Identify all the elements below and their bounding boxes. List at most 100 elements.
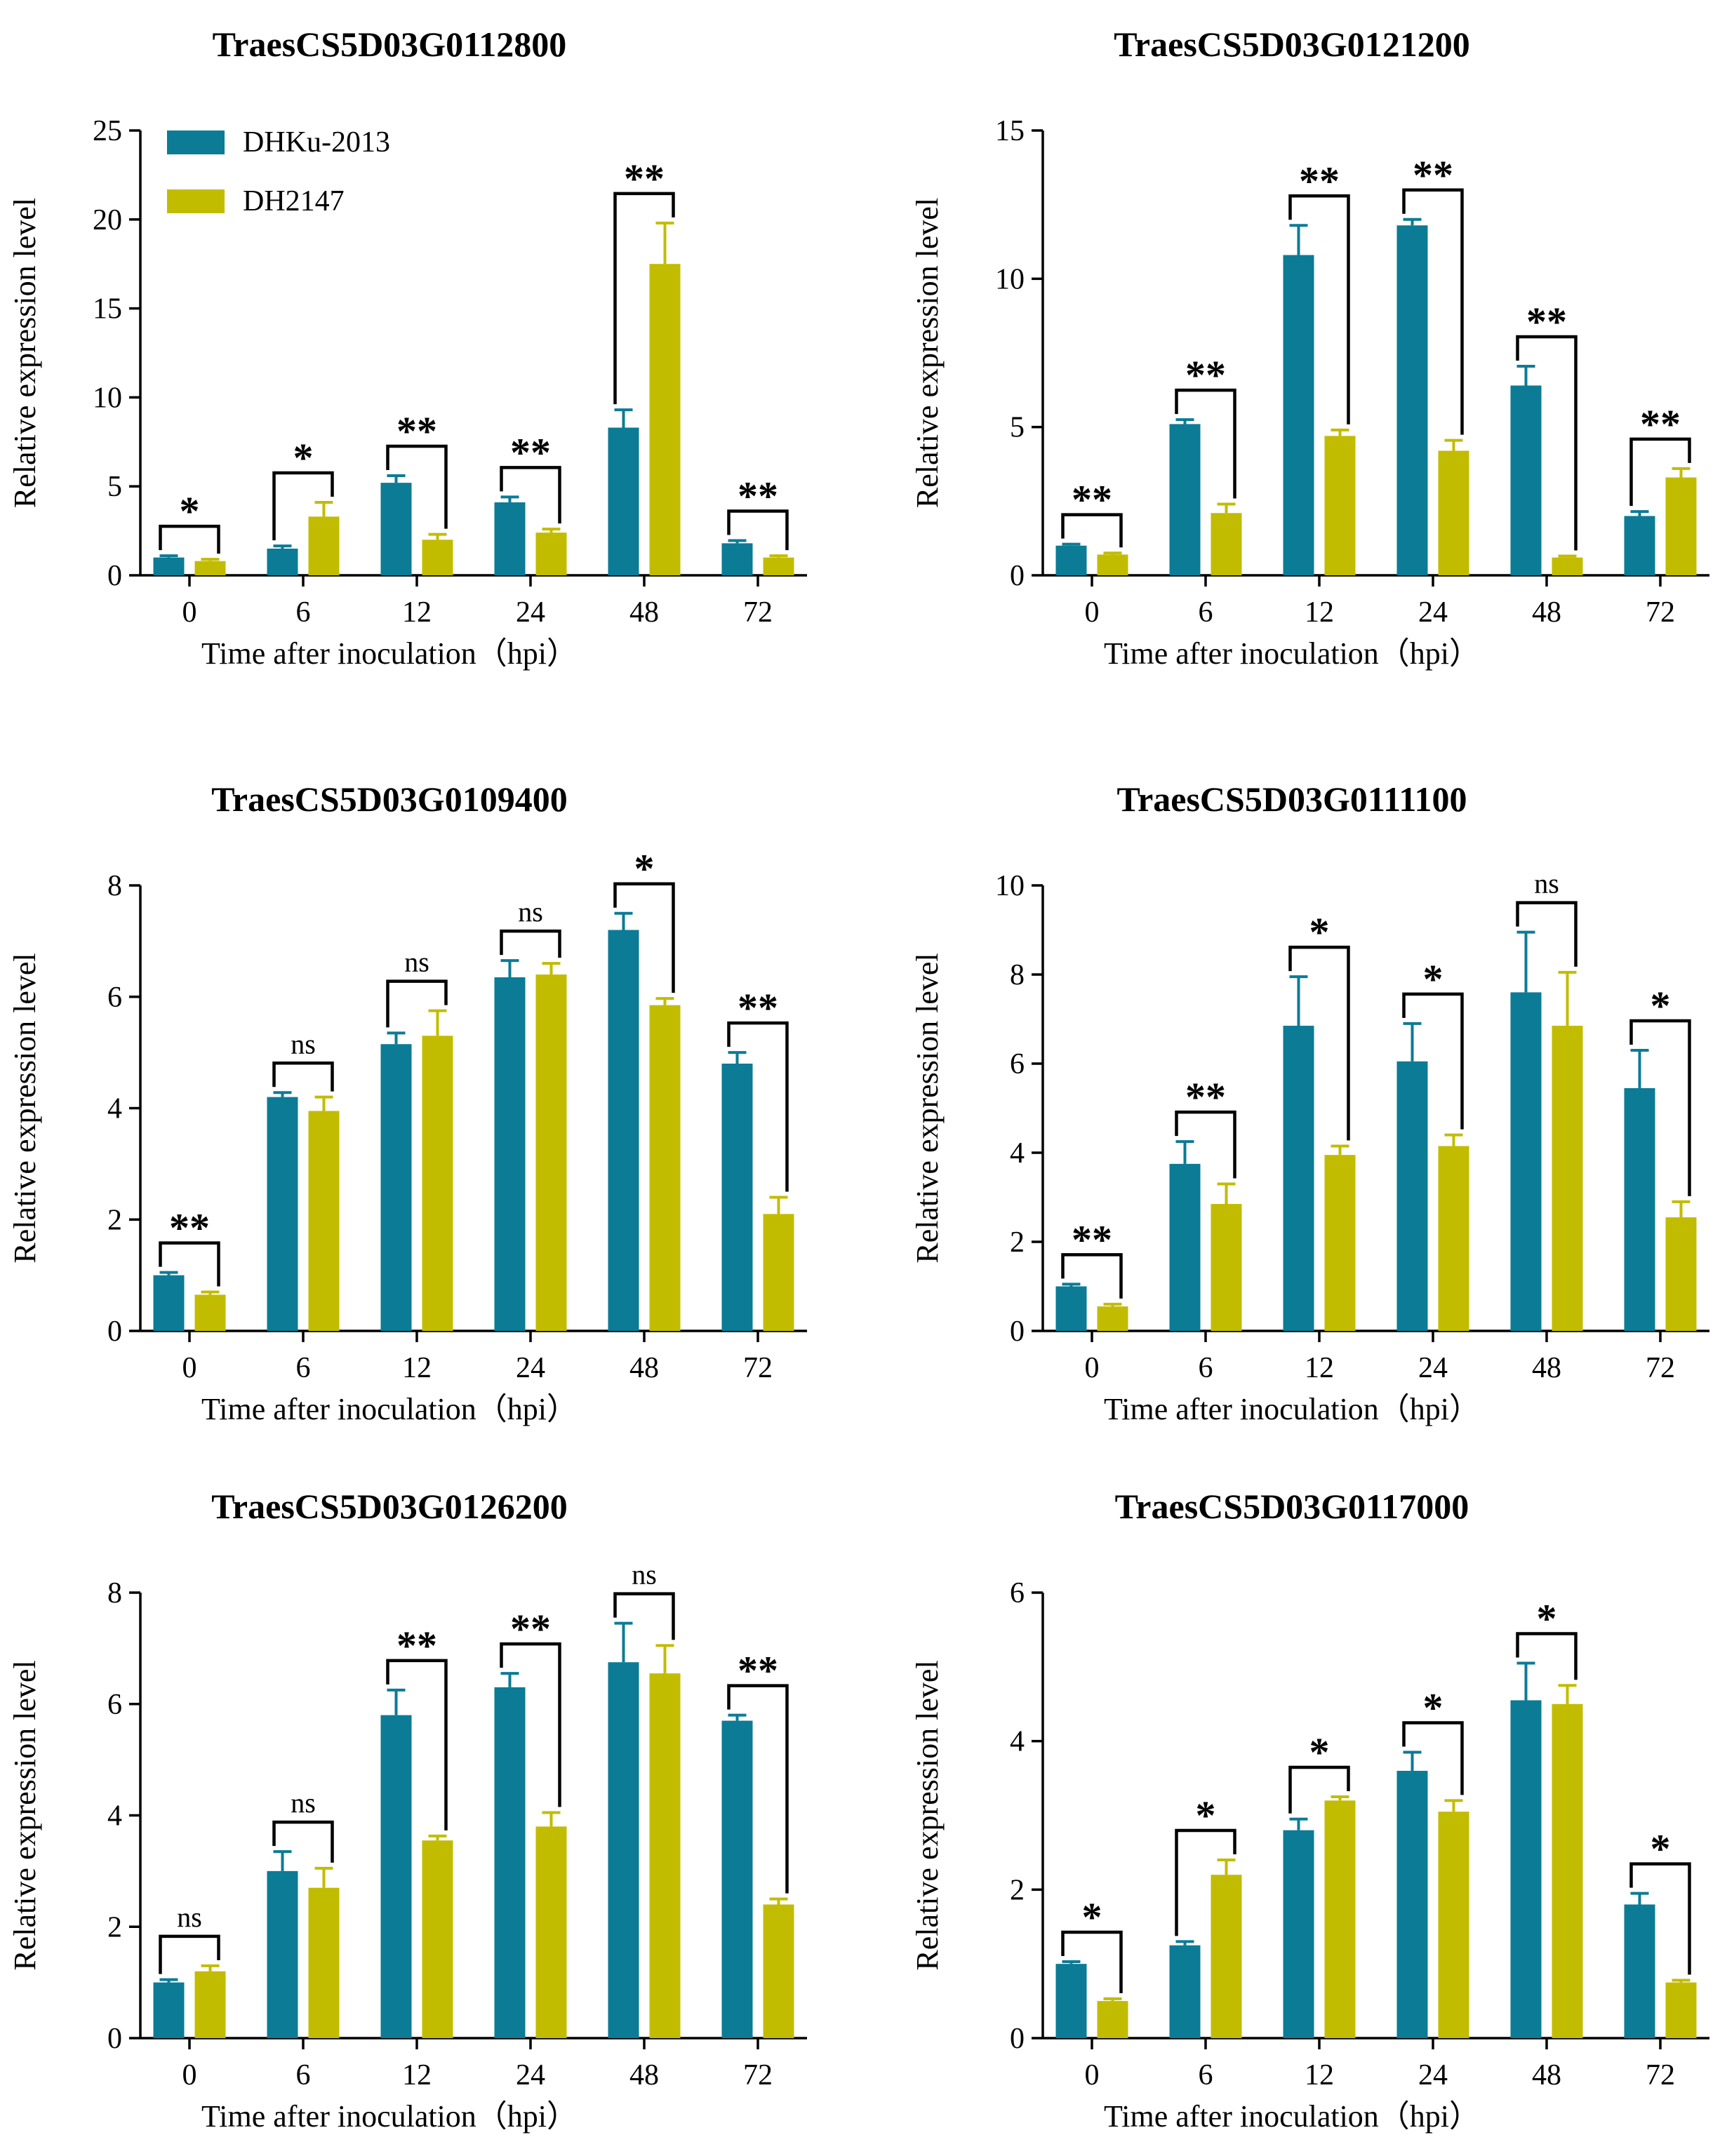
bar-DHKu-2013-6	[267, 1870, 298, 2038]
y-axis-label: Relative expression level	[910, 1660, 945, 1970]
significance-label: ns	[632, 1559, 657, 1591]
x-tick-label: 72	[1646, 1352, 1675, 1384]
y-tick-label: 0	[107, 560, 122, 592]
y-tick-label: 6	[1010, 1577, 1025, 1609]
bar-DH2147-24	[1438, 1812, 1469, 2038]
chart-title: TraesCS5D03G0126200	[211, 1487, 567, 1526]
significance-label: ns	[291, 1028, 316, 1059]
bar-DH2147-48	[649, 1005, 681, 1331]
y-tick-label: 0	[107, 2023, 122, 2055]
bar-DHKu-2013-48	[608, 1662, 639, 2038]
significance-label: **	[396, 1623, 437, 1668]
y-axis-label: Relative expression level	[8, 1660, 42, 1970]
bar-DH2147-24	[1438, 1146, 1469, 1331]
y-tick-label: 0	[1010, 560, 1025, 592]
significance-label: **	[1413, 152, 1453, 198]
chart-panel-1: TraesCS5D03G0112800 0 5 10 15 20 25 Relative ex…	[8, 25, 807, 671]
chart-title: TraesCS5D03G0117000	[1115, 1487, 1469, 1526]
bar-DH2147-48	[649, 264, 681, 575]
y-tick-label: 4	[107, 1800, 122, 1833]
significance-bracket	[500, 929, 561, 958]
significance-label: ns	[291, 1787, 316, 1819]
significance-label: **	[738, 474, 778, 519]
legend-label: DH2147	[243, 185, 345, 217]
y-tick-label: 8	[107, 870, 122, 902]
significance-bracket	[613, 882, 675, 993]
legend: DHKu-2013 DH2147	[167, 126, 390, 217]
bar-DHKu-2013-48	[1510, 1700, 1542, 2038]
significance-bracket	[500, 466, 561, 524]
x-tick-label: 0	[1085, 1352, 1100, 1384]
significance-label: ns	[177, 1901, 202, 1933]
x-tick-label: 48	[1532, 2059, 1561, 2091]
significance-label: *	[634, 846, 655, 892]
significance-label: *	[293, 435, 314, 481]
bar-DH2147-0	[1097, 1306, 1128, 1331]
bar-DHKu-2013-0	[153, 1982, 185, 2038]
significance-bracket	[386, 1659, 448, 1830]
significance-bracket	[272, 471, 334, 541]
significance-bracket	[1061, 1253, 1123, 1299]
significance-label: *	[1082, 1894, 1102, 1940]
bar-DH2147-72	[763, 557, 794, 575]
significance-bracket	[500, 1642, 561, 1807]
y-tick-label: 6	[107, 982, 122, 1014]
significance-bracket	[1061, 1930, 1123, 1993]
significance-label: ns	[1534, 868, 1559, 899]
bar-DH2147-24	[535, 975, 567, 1331]
x-tick-label: 48	[629, 1352, 659, 1384]
bar-DHKu-2013-72	[721, 1720, 753, 2038]
bar-DH2147-6	[308, 516, 340, 575]
bar-DH2147-0	[194, 1294, 226, 1331]
significance-bracket	[1629, 1019, 1691, 1196]
significance-label: **	[1185, 1074, 1226, 1120]
significance-label: *	[1309, 909, 1330, 955]
significance-bracket	[1288, 194, 1350, 424]
significance-bracket	[1175, 388, 1236, 499]
y-tick-label: 2	[1010, 1874, 1025, 1906]
significance-label: **	[1299, 158, 1340, 203]
x-tick-label: 72	[743, 2059, 773, 2091]
significance-bracket	[1288, 1765, 1350, 1814]
x-tick-label: 6	[1199, 1352, 1213, 1384]
bar-DH2147-12	[422, 1036, 453, 1331]
bar-DHKu-2013-24	[1396, 225, 1428, 575]
x-tick-label: 24	[516, 596, 545, 629]
x-tick-label: 24	[1418, 596, 1448, 629]
bar-DHKu-2013-48	[608, 930, 639, 1331]
bar-DHKu-2013-24	[1396, 1061, 1428, 1331]
x-tick-label: 6	[296, 1352, 311, 1384]
significance-bracket	[613, 1592, 675, 1640]
significance-bracket	[1175, 1828, 1236, 1936]
bar-DHKu-2013-6	[1169, 424, 1201, 575]
y-tick-label: 5	[1010, 412, 1025, 444]
bar-DH2147-12	[1324, 436, 1356, 575]
significance-bracket	[727, 1684, 789, 1894]
x-tick-label: 48	[629, 2059, 659, 2091]
bar-DHKu-2013-6	[267, 1097, 298, 1331]
significance-label: *	[1651, 1826, 1671, 1872]
significance-label: ns	[518, 896, 543, 928]
x-tick-label: 72	[743, 596, 773, 629]
bar-DH2147-6	[308, 1111, 340, 1331]
y-axis-label: Relative expression level	[8, 198, 42, 508]
bar-DH2147-6	[1211, 1875, 1242, 2038]
significance-label: *	[1651, 983, 1671, 1029]
x-tick-label: 6	[296, 2059, 311, 2091]
x-tick-label: 48	[629, 596, 659, 629]
bar-DHKu-2013-12	[380, 483, 412, 575]
significance-label: *	[1423, 1685, 1443, 1731]
significance-label: ns	[404, 946, 429, 978]
y-tick-label: 2	[1010, 1226, 1025, 1259]
legend-swatch-DH2147	[167, 189, 225, 213]
chart-panel-2: TraesCS5D03G0121200 0 5 10 15 Relative expres…	[910, 25, 1709, 671]
y-tick-label: 2	[107, 1911, 122, 1943]
bar-DH2147-48	[1552, 1026, 1583, 1331]
bar-DH2147-0	[194, 1971, 226, 2038]
significance-bracket	[727, 509, 789, 551]
significance-bracket	[1516, 335, 1578, 551]
x-axis-label: Time after inoculation（hpi）	[201, 1392, 578, 1426]
